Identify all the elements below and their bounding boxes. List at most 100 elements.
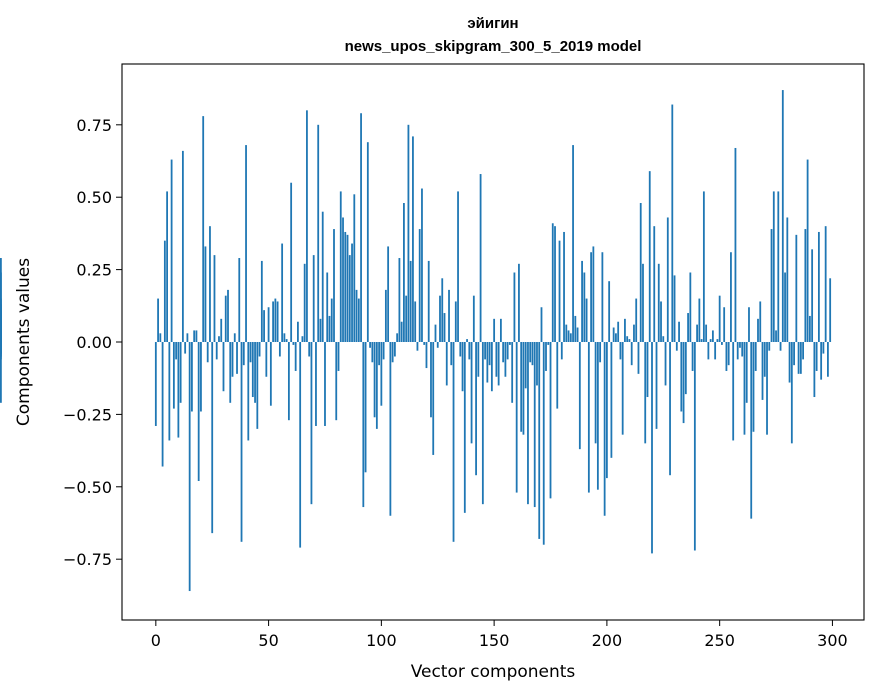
bar [596,342,599,490]
bar [245,145,247,342]
bar-series [0,90,832,592]
bar [675,342,678,351]
bar [689,272,692,342]
x-tick-label: 250 [704,631,735,650]
bar [242,342,245,366]
bar [509,342,511,345]
y-tick-label: 0.50 [76,188,112,207]
bar [806,159,809,342]
bar [599,342,602,363]
bar [621,342,624,435]
bar [398,258,401,342]
bar [351,243,353,342]
bar [786,217,789,342]
x-axis-label: Vector components [411,662,576,682]
bar [163,240,166,342]
bar [342,217,344,342]
bar [795,234,798,342]
bar [299,342,302,548]
bar [653,226,656,342]
bar [157,298,159,342]
bar [770,229,773,342]
bar [425,342,428,369]
bar [396,333,399,342]
bar [407,124,410,342]
bar [748,307,750,342]
bar [366,142,369,342]
bar [784,272,786,342]
y-axis-ticks: −0.75 −0.50 −0.25 0.00 0.25 0.50 0.75 [63,116,122,569]
bar [301,336,304,342]
bar [538,342,541,539]
bar [644,342,647,444]
bar [581,260,583,342]
bar [254,342,256,403]
bar [231,342,234,377]
bar [475,342,477,476]
bar [269,342,272,406]
bar [583,272,586,342]
bar [788,342,791,383]
bar [443,313,446,342]
bar [601,252,604,342]
bar [608,281,611,342]
bar [364,342,367,473]
bar [705,324,708,342]
bar [321,211,324,342]
bar [612,327,615,342]
bar [545,342,547,371]
bar [324,342,326,426]
bar [355,289,358,343]
bar [188,342,191,592]
bar [815,342,818,371]
y-tick-label: 0.00 [76,333,112,352]
bar [772,191,775,342]
bar [306,110,308,342]
bar [533,342,536,508]
bar [249,342,252,363]
bar [592,246,595,342]
bar [506,342,509,360]
bar [348,255,351,342]
bar [518,263,520,342]
bar [824,226,827,342]
bar [380,342,383,406]
bar [680,342,683,412]
bar [211,342,214,534]
bar [642,263,644,342]
bar [797,342,800,374]
bar [409,260,412,342]
bar [161,342,164,467]
bar [515,342,518,493]
bar [660,301,662,342]
bar [626,336,629,342]
bar [802,342,804,360]
bar [357,298,360,342]
bar [721,342,723,345]
bar [283,333,286,342]
bar [206,342,209,363]
bar [403,203,405,342]
bar [335,342,338,421]
x-tick-label: 150 [479,631,510,650]
y-tick-label: −0.75 [63,550,112,569]
bar [294,342,297,371]
bar [445,342,448,386]
bar [484,342,486,360]
bar [292,342,295,345]
bar [285,339,288,342]
bar [256,342,259,429]
bar [763,342,766,377]
bar [389,342,392,516]
bar [297,321,299,342]
bar [648,171,651,342]
bar [702,191,705,342]
bar [556,342,559,409]
bar [628,339,631,342]
bar [711,330,714,342]
bar [684,342,687,395]
bar [707,342,710,360]
bar [723,307,726,342]
bar [651,342,653,554]
bar [339,191,342,342]
